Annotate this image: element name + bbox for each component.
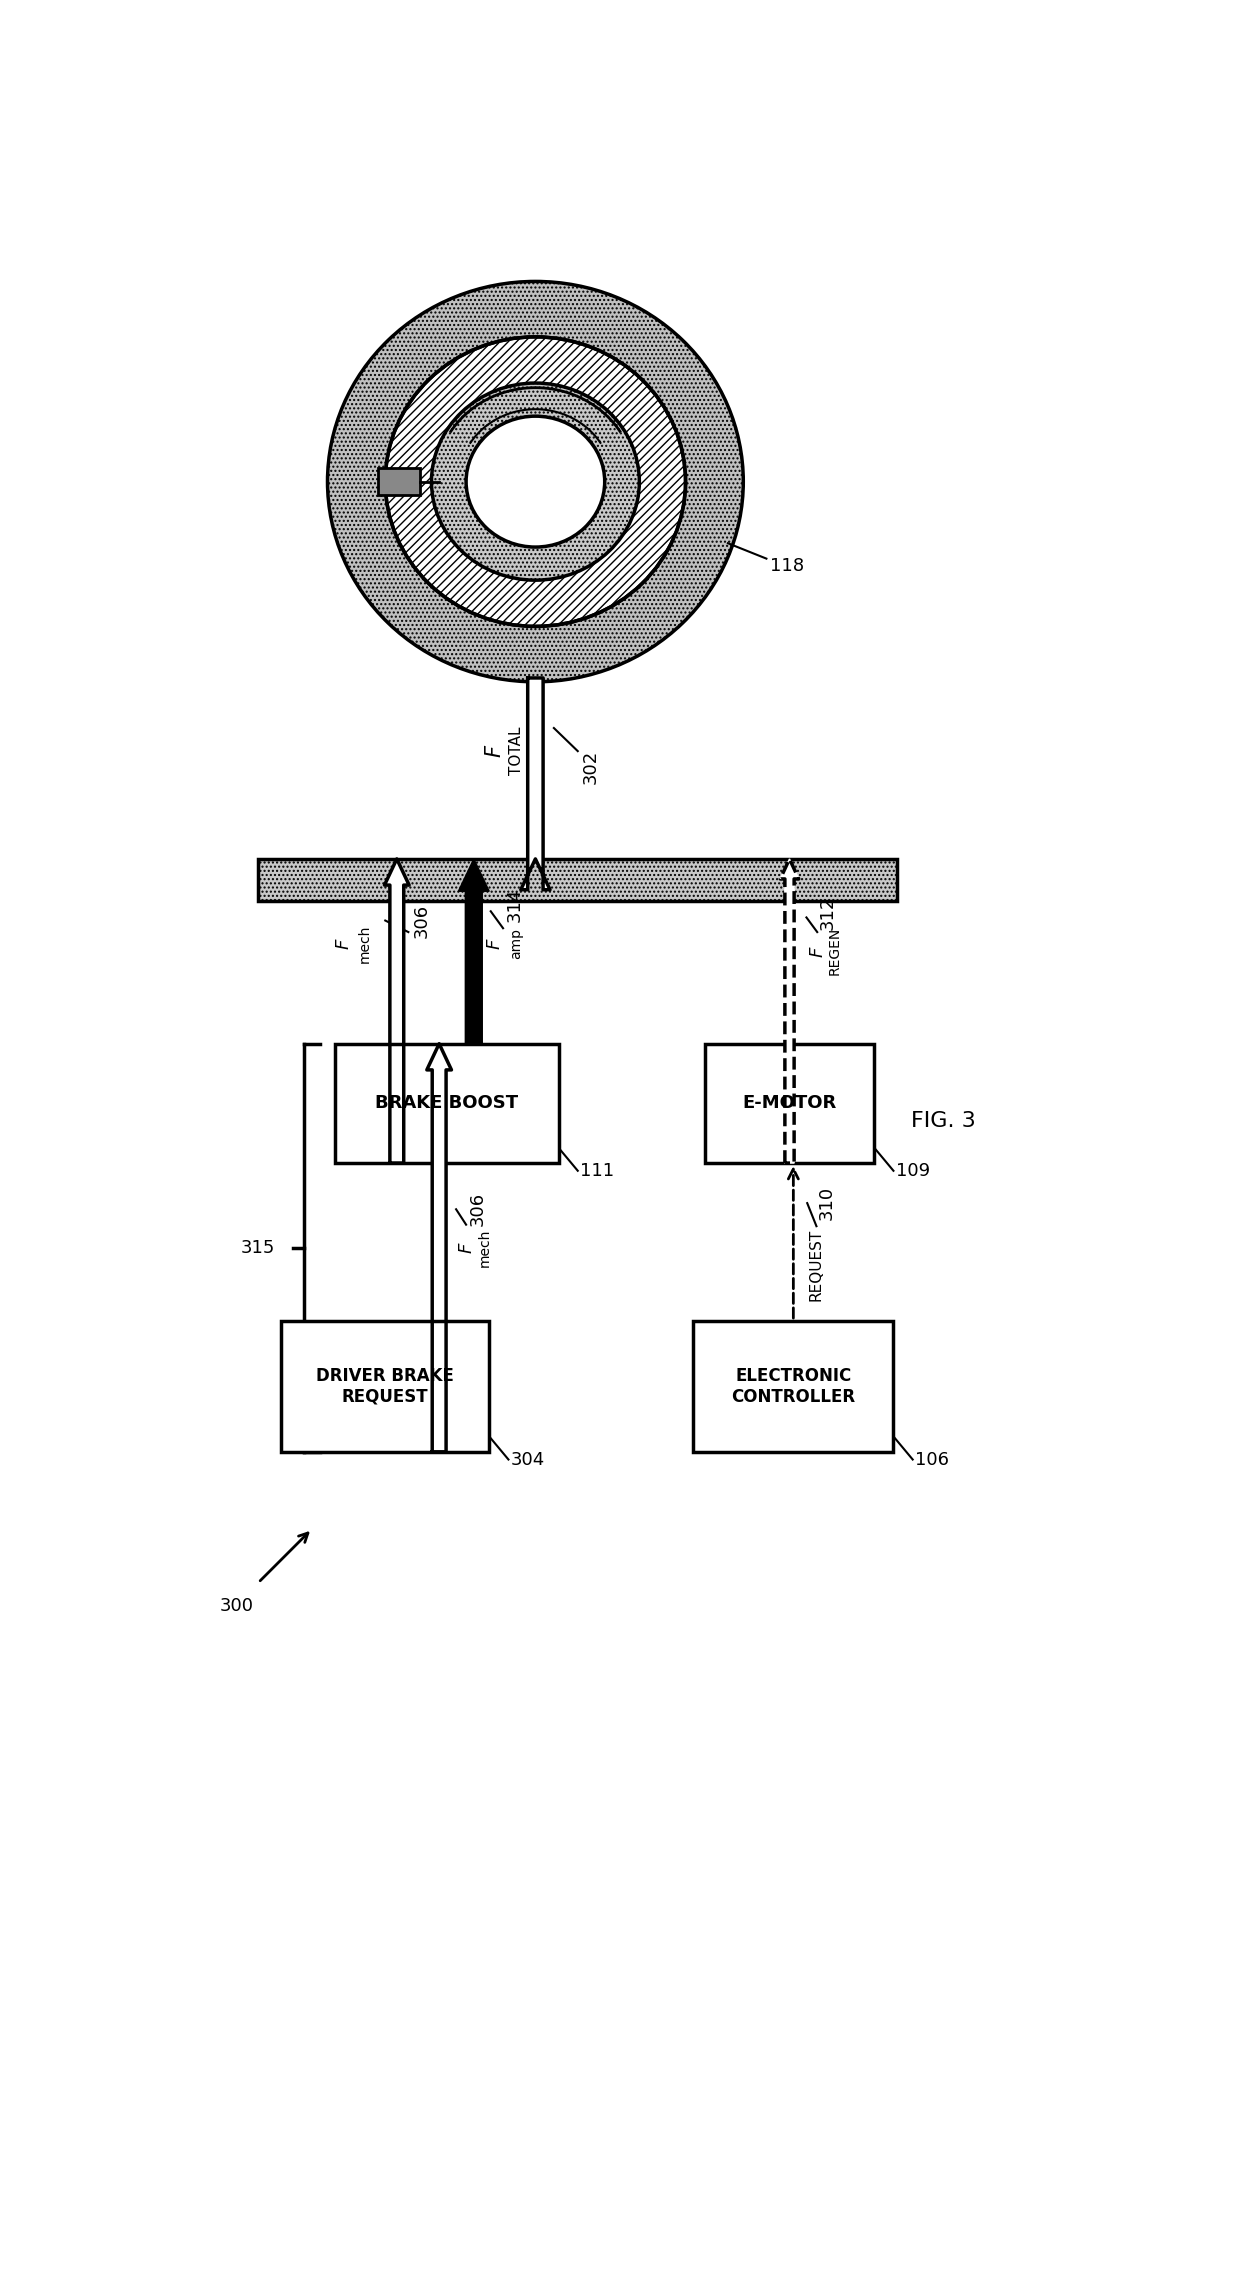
Polygon shape	[780, 860, 799, 1163]
FancyBboxPatch shape	[704, 1045, 874, 1163]
Text: 306: 306	[469, 1193, 486, 1227]
Text: 315: 315	[241, 1239, 275, 1257]
Text: 314: 314	[506, 887, 525, 922]
Ellipse shape	[327, 281, 743, 682]
Text: DRIVER BRAKE
REQUEST: DRIVER BRAKE REQUEST	[316, 1366, 454, 1405]
Text: ELECTRONIC
CONTROLLER: ELECTRONIC CONTROLLER	[732, 1366, 856, 1405]
Text: 118: 118	[770, 557, 805, 575]
Polygon shape	[427, 1045, 451, 1451]
Text: $F$: $F$	[459, 1241, 476, 1255]
Text: $F$: $F$	[808, 944, 827, 958]
Polygon shape	[384, 860, 409, 1163]
Text: 310: 310	[818, 1186, 836, 1220]
Text: 111: 111	[580, 1161, 614, 1179]
Text: 300: 300	[219, 1597, 254, 1615]
Ellipse shape	[432, 383, 640, 579]
Text: FIG. 3: FIG. 3	[911, 1111, 976, 1131]
FancyBboxPatch shape	[258, 860, 898, 901]
Text: mech: mech	[477, 1229, 491, 1266]
Ellipse shape	[386, 338, 686, 627]
Polygon shape	[521, 677, 551, 890]
Polygon shape	[459, 860, 490, 1163]
FancyBboxPatch shape	[377, 468, 420, 495]
Text: 109: 109	[895, 1161, 930, 1179]
Text: 106: 106	[915, 1451, 949, 1469]
Text: $F$: $F$	[336, 937, 353, 949]
Text: 304: 304	[511, 1451, 546, 1469]
FancyBboxPatch shape	[693, 1321, 894, 1451]
Text: REGEN: REGEN	[828, 926, 842, 976]
Text: 312: 312	[818, 896, 837, 931]
Text: 302: 302	[582, 750, 600, 785]
Text: TOTAL: TOTAL	[508, 728, 523, 776]
Text: mech: mech	[357, 924, 372, 963]
Text: 306: 306	[412, 903, 430, 937]
Text: $F$: $F$	[486, 937, 505, 949]
FancyBboxPatch shape	[335, 1045, 558, 1163]
Text: amp: amp	[510, 928, 523, 958]
Text: E-MOTOR: E-MOTOR	[743, 1095, 837, 1113]
Text: $F$: $F$	[485, 744, 506, 757]
Ellipse shape	[466, 415, 605, 547]
Text: BRAKE BOOST: BRAKE BOOST	[376, 1095, 518, 1113]
Text: REQUEST: REQUEST	[808, 1229, 823, 1300]
FancyBboxPatch shape	[281, 1321, 490, 1451]
